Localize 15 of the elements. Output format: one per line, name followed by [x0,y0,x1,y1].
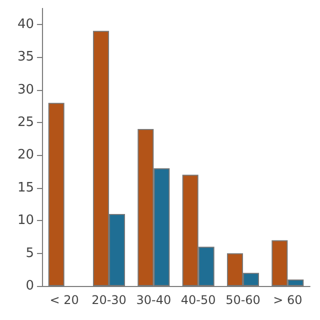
x-tick-label: < 20 [50,293,79,307]
y-tick-label: 30 [17,82,34,98]
y-tick-label: 15 [17,180,34,196]
x-tick-label: 50-60 [226,293,260,307]
x-tick-label: 20-30 [92,293,126,307]
x-tick-label: 30-40 [136,293,172,307]
y-tick-label: 10 [17,213,34,228]
y-tick-label: 40 [17,16,34,32]
y-tick-label: 5 [26,246,34,261]
x-tick-label: 40-50 [180,293,216,307]
y-tick-label: 20 [17,148,34,163]
x-tick-label: > 60 [273,293,302,307]
y-tick-label: 35 [17,50,34,65]
y-tick-label: 25 [17,114,34,130]
y-tick-label: 0 [26,278,34,294]
